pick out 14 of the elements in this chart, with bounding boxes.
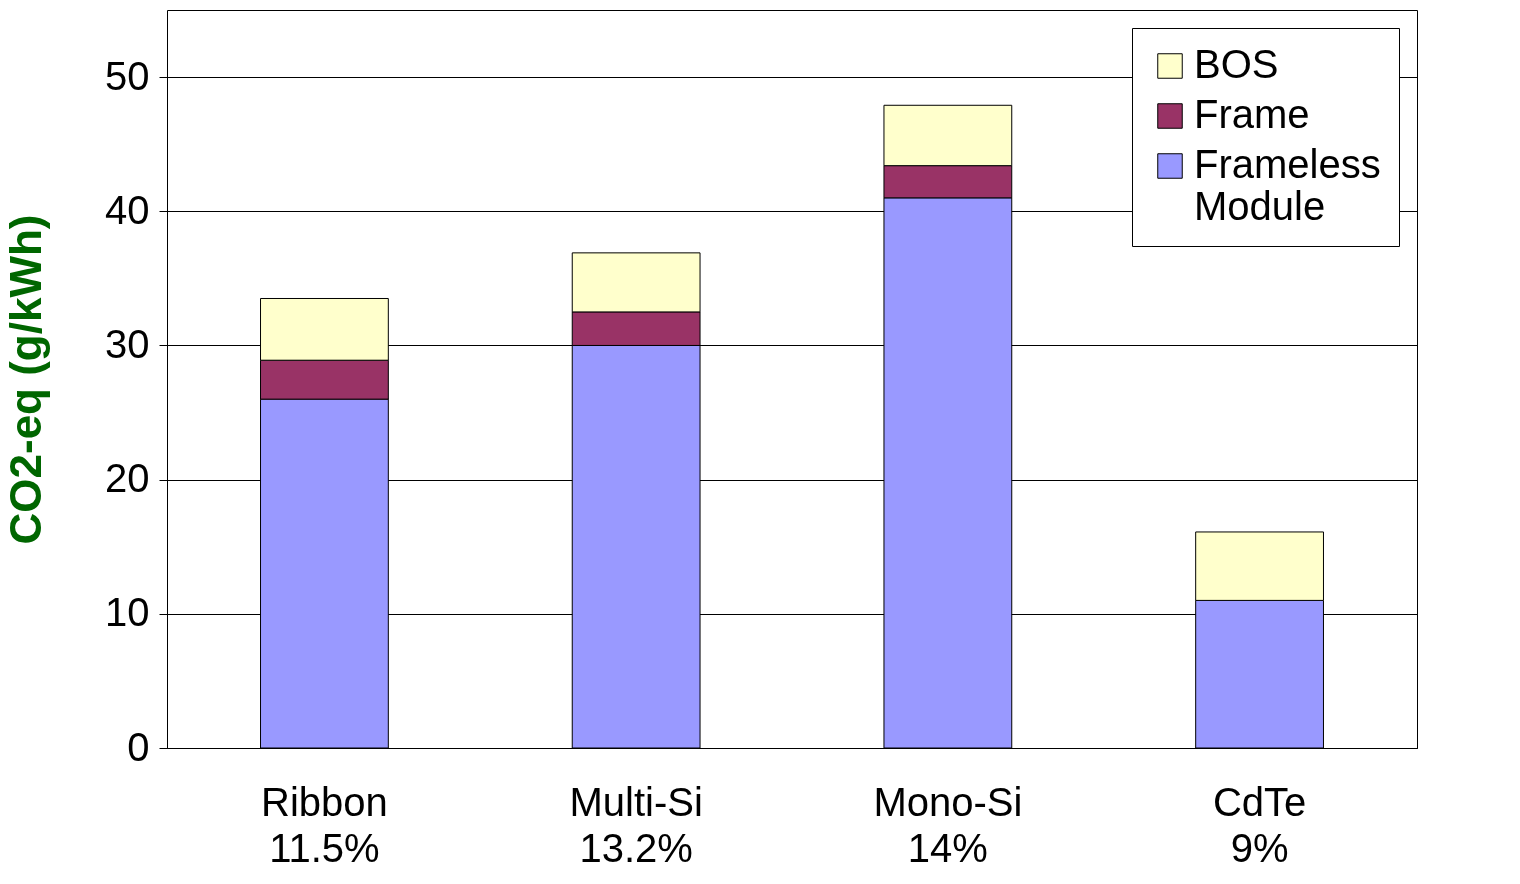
y-axis-title: CO2-eq (g/kWh): [1, 214, 51, 545]
y-tick-label: 50: [105, 53, 150, 98]
x-tick-label: Mono-Si 14%: [873, 779, 1023, 870]
y-tick-label: 10: [105, 590, 150, 635]
y-tick-label: 20: [105, 456, 150, 501]
legend-label: Frameless Module: [1194, 142, 1381, 228]
legend-label: Frame: [1194, 92, 1310, 136]
x-tick-label: Multi-Si 13.2%: [569, 779, 703, 870]
x-tick-label: CdTe 9%: [1212, 779, 1307, 870]
y-tick-label: 0: [127, 724, 150, 769]
y-tick-label: 40: [105, 187, 150, 232]
legend-label: BOS: [1194, 42, 1279, 86]
y-tick-label: 30: [105, 321, 150, 366]
x-tick-label: Ribbon 11.5%: [261, 779, 388, 870]
